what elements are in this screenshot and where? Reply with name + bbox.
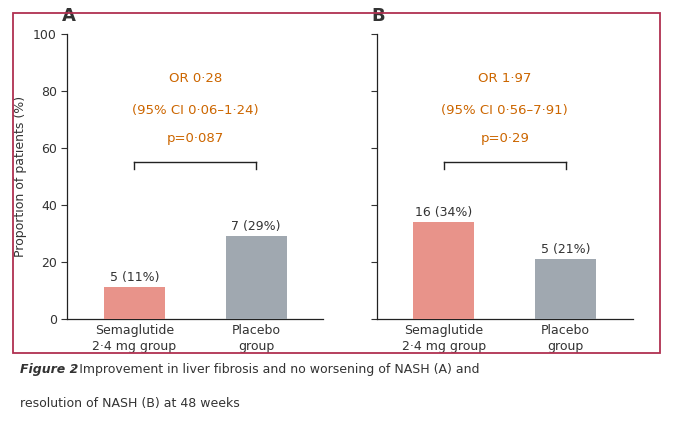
Text: : Improvement in liver fibrosis and no worsening of NASH (A) and: : Improvement in liver fibrosis and no w… — [71, 363, 480, 377]
Bar — [225, 236, 287, 319]
Text: (95% CI 0·56–7·91): (95% CI 0·56–7·91) — [441, 104, 568, 116]
Bar — [104, 287, 165, 319]
Text: 7 (29%): 7 (29%) — [232, 220, 281, 233]
Text: p=0·29: p=0·29 — [481, 132, 529, 145]
Text: Figure 2: Figure 2 — [20, 363, 79, 377]
Text: OR 0·28: OR 0·28 — [168, 72, 222, 85]
Text: A: A — [62, 8, 76, 25]
Bar — [413, 222, 474, 319]
Text: OR 1·97: OR 1·97 — [478, 72, 532, 85]
Text: 5 (21%): 5 (21%) — [541, 243, 590, 255]
Text: (95% CI 0·06–1·24): (95% CI 0·06–1·24) — [132, 104, 258, 116]
Text: resolution of NASH (B) at 48 weeks: resolution of NASH (B) at 48 weeks — [20, 397, 240, 411]
Text: B: B — [371, 8, 386, 25]
Y-axis label: Proportion of patients (%): Proportion of patients (%) — [14, 96, 28, 257]
Text: 5 (11%): 5 (11%) — [110, 271, 159, 284]
Text: 16 (34%): 16 (34%) — [415, 206, 472, 218]
Bar — [535, 259, 596, 319]
Text: p=0·087: p=0·087 — [166, 132, 224, 145]
